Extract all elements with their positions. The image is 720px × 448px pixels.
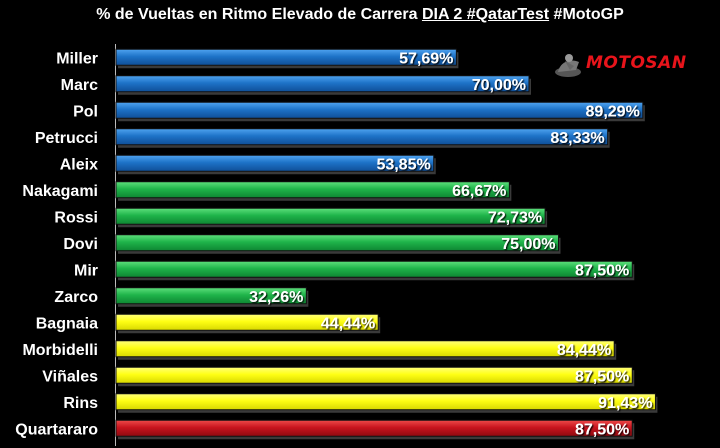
- rider-label-9: Zarco: [54, 289, 98, 306]
- bars-group: Miller 57,69% Marc 70,00% Pol 89,29% Petrucci 8…: [15, 48, 658, 440]
- rider-label-4: Aleix: [60, 156, 98, 173]
- rider-label-0: Miller: [56, 50, 98, 67]
- title-prefix: % de Vueltas en Ritmo Elevado de Carrera: [96, 6, 422, 23]
- bar-11: [115, 340, 615, 358]
- bar-12: [115, 366, 633, 384]
- value-label-4: 53,85%: [376, 156, 430, 173]
- rider-label-13: Rins: [63, 395, 98, 412]
- rider-label-2: Pol: [73, 103, 98, 120]
- value-label-10: 44,44%: [321, 315, 375, 332]
- value-label-2: 89,29%: [586, 103, 640, 120]
- rider-label-12: Viñales: [42, 368, 98, 385]
- value-label-14: 87,50%: [575, 421, 629, 438]
- value-label-11: 84,44%: [557, 342, 611, 359]
- rider-label-5: Nakagami: [22, 183, 98, 200]
- value-label-7: 75,00%: [501, 236, 555, 253]
- rider-label-10: Bagnaia: [36, 315, 98, 332]
- bar-4: [115, 154, 435, 172]
- bar-9: [115, 287, 307, 305]
- title-underlined: DIA 2 #QatarTest: [421, 6, 550, 23]
- value-label-6: 72,73%: [488, 209, 542, 226]
- motorbike-rider-icon: [555, 54, 581, 77]
- bar-5: [115, 181, 510, 199]
- rider-label-1: Marc: [61, 77, 98, 94]
- title-suffix: #MotoGP: [549, 6, 624, 23]
- rider-label-6: Rossi: [54, 209, 98, 226]
- rider-label-11: Morbidelli: [22, 342, 98, 359]
- rider-label-14: Quartararo: [15, 421, 98, 438]
- value-label-5: 66,67%: [452, 183, 506, 200]
- bar-0: [115, 48, 457, 66]
- bar-7: [115, 234, 559, 252]
- value-label-12: 87,50%: [575, 368, 629, 385]
- chart-title: % de Vueltas en Ritmo Elevado de Carrera…: [0, 6, 720, 24]
- rider-label-7: Dovi: [63, 236, 98, 253]
- bar-13: [115, 393, 656, 411]
- rider-label-8: Mir: [74, 262, 98, 279]
- bar-6: [115, 207, 546, 225]
- logo-text: MOTOSAN: [586, 53, 687, 73]
- bar-3: [115, 128, 609, 146]
- bar-1: [115, 75, 530, 93]
- value-label-3: 83,33%: [550, 130, 604, 147]
- value-label-9: 32,26%: [249, 289, 303, 306]
- value-label-1: 70,00%: [472, 77, 526, 94]
- rider-label-3: Petrucci: [35, 130, 98, 147]
- bar-10: [115, 313, 379, 331]
- bar-8: [115, 260, 633, 278]
- value-label-0: 57,69%: [399, 50, 453, 67]
- bar-2: [115, 101, 644, 119]
- motosan-logo: MOTOSAN: [552, 50, 712, 80]
- value-label-13: 91,43%: [598, 395, 652, 412]
- bar-14: [115, 419, 633, 437]
- value-label-8: 87,50%: [575, 262, 629, 279]
